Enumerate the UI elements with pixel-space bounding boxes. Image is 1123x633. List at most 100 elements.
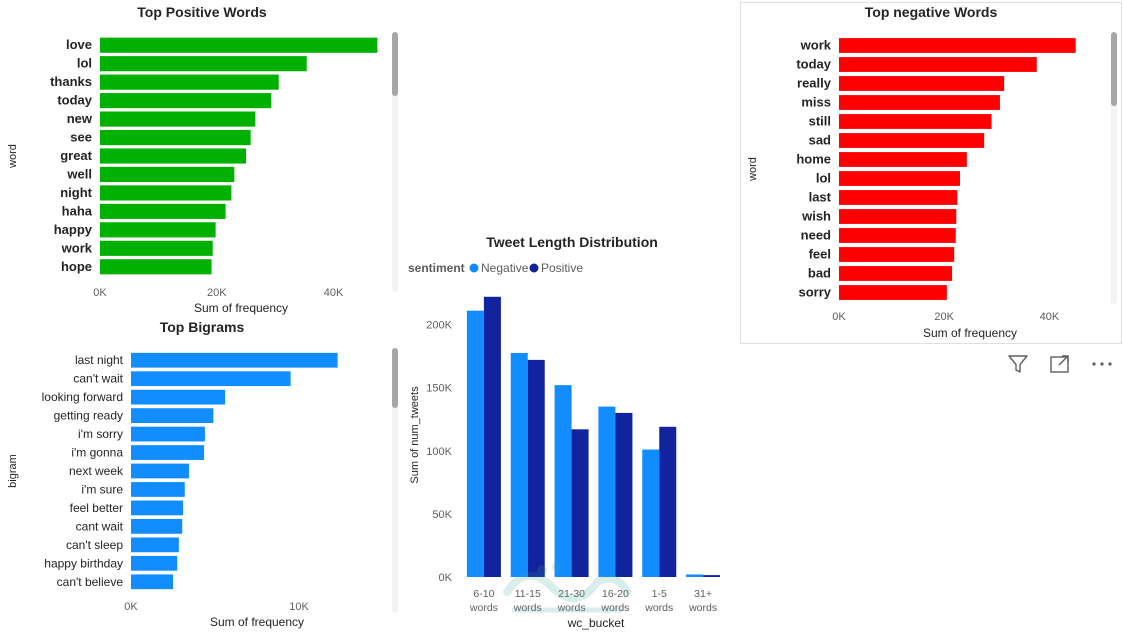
x-tick-label-21-30-words-line2: words <box>557 602 586 614</box>
top-positive-words-svg: Top Positive Words word love lol thanks today… <box>7 4 378 315</box>
x-tick-label-0k: 0K <box>832 311 846 323</box>
bar-home <box>839 152 967 167</box>
category-label-lol: lol <box>77 56 92 71</box>
category-label-today: today <box>57 93 92 108</box>
category-label-night: night <box>60 185 92 200</box>
bar-happy <box>100 222 216 238</box>
positive-words-scroll-thumb[interactable] <box>392 32 398 96</box>
bar-positive-6-10-words <box>483 296 501 577</box>
visual-header <box>1006 352 1118 376</box>
category-label-sorry: sorry <box>798 285 831 300</box>
y-tick-label-100k: 100K <box>426 446 452 458</box>
category-label-last-night: last night <box>75 353 124 367</box>
negative-words-scrollbar[interactable] <box>1111 32 1117 304</box>
bar-i-m-sorry <box>131 426 205 442</box>
x-tick-label-0k: 0K <box>93 287 107 299</box>
legend-title: sentiment <box>408 261 465 275</box>
category-label-work: work <box>61 240 93 255</box>
category-label-i-m-gonna: i'm gonna <box>71 446 123 460</box>
bar-can-t-believe <box>131 574 173 590</box>
bar-today <box>100 93 272 109</box>
x-tick-label-40k: 40K <box>324 287 344 299</box>
category-label-wish: wish <box>801 209 831 224</box>
bigrams-scrollbar[interactable] <box>392 348 398 613</box>
tweet-length-distribution-chart[interactable]: Tweet Length Distribution sentiment Negati… <box>400 225 740 633</box>
x-tick-label-21-30-words-line1: 21-30 <box>558 588 585 600</box>
chart-title: Top Bigrams <box>160 319 245 335</box>
category-label-see: see <box>70 130 92 145</box>
category-label-feel-better: feel better <box>70 501 123 515</box>
focus-mode-icon[interactable] <box>1048 352 1072 376</box>
category-label-great: great <box>60 148 92 163</box>
bar-sad <box>839 133 985 148</box>
top-positive-words-chart[interactable]: Top Positive Words word love lol thanks today… <box>0 0 400 318</box>
category-label-cant-wait: cant wait <box>76 519 124 533</box>
bar-miss <box>839 95 1000 110</box>
bar-really <box>839 76 1005 91</box>
positive-words-scrollbar[interactable] <box>392 32 398 292</box>
legend-marker-negative <box>469 263 479 273</box>
bar-lol <box>839 171 960 186</box>
bar-hope <box>100 259 212 275</box>
x-axis-title: Sum of frequency <box>210 615 304 629</box>
y-tick-label-200k: 200K <box>426 320 452 332</box>
more-options-icon[interactable] <box>1090 352 1114 376</box>
category-label-happy-birthday: happy birthday <box>44 556 123 570</box>
x-axis-title: Sum of frequency <box>194 301 288 315</box>
bar-feel-better <box>131 500 184 516</box>
x-tick-label-10k: 10K <box>289 601 309 613</box>
category-label-feel: feel <box>809 247 831 262</box>
category-label-sad: sad <box>809 133 831 148</box>
category-label-miss: miss <box>801 95 831 110</box>
bar-negative-11-15-words <box>510 352 528 577</box>
bar-see <box>100 129 251 146</box>
x-tick-label-20k: 20K <box>934 311 954 323</box>
negative-words-scroll-thumb[interactable] <box>1111 32 1117 106</box>
bar-negative-31-words <box>686 574 704 577</box>
category-label-today: today <box>796 57 831 72</box>
x-tick-label-20k: 20K <box>207 287 227 299</box>
bar-lol <box>100 56 307 72</box>
top-negative-words-chart[interactable]: Top negative Words word work today really mis… <box>740 0 1123 344</box>
x-tick-label-6-10-words-line2: words <box>469 602 498 614</box>
top-bigrams-chart[interactable]: Top Bigrams bigram last night can't wait loo… <box>0 318 400 633</box>
bar-next-week <box>131 463 189 479</box>
bar-work <box>100 240 213 256</box>
category-label-home: home <box>796 152 831 167</box>
y-axis-title: bigram <box>7 454 19 488</box>
filter-icon[interactable] <box>1006 352 1030 376</box>
category-label-need: need <box>801 228 831 243</box>
category-label-can-t-sleep: can't sleep <box>66 538 123 552</box>
category-label-really: really <box>797 76 832 91</box>
tweet-length-svg: Tweet Length Distribution sentiment Negati… <box>408 234 721 630</box>
bar-last-night <box>131 352 338 368</box>
bar-thanks <box>100 74 279 90</box>
category-label-love: love <box>66 37 92 52</box>
category-label-next-week: next week <box>69 464 124 478</box>
bar-night <box>100 185 232 201</box>
x-tick-label-0k: 0K <box>124 601 138 613</box>
category-label-haha: haha <box>62 203 93 218</box>
bar-i-m-gonna <box>131 445 205 460</box>
bar-positive-21-30-words <box>571 429 589 577</box>
bar-great <box>100 148 246 164</box>
bigrams-scroll-thumb[interactable] <box>392 348 398 408</box>
y-axis-title: Sum of num_tweets <box>409 386 421 484</box>
x-tick-label-1-5-words-line2: words <box>644 602 673 614</box>
bar-can-t-sleep <box>131 537 179 553</box>
x-axis-title: wc_bucket <box>567 616 625 630</box>
bar-negative-1-5-words <box>642 449 660 577</box>
category-label-looking-forward: looking forward <box>42 390 123 404</box>
category-label-work: work <box>800 38 832 53</box>
x-tick-label-16-20-words-line1: 16-20 <box>602 588 629 600</box>
x-tick-label-31-words-line1: 31+ <box>694 588 712 600</box>
chart-title: Top negative Words <box>865 4 998 20</box>
category-label-getting-ready: getting ready <box>54 409 123 423</box>
x-tick-label-31-words-line2: words <box>688 602 717 614</box>
bar-need <box>839 228 956 243</box>
bar-new <box>100 111 256 127</box>
category-label-happy: happy <box>54 222 93 237</box>
bar-i-m-sure <box>131 482 185 497</box>
bar-looking-forward <box>131 389 226 405</box>
top-bigrams-svg: Top Bigrams bigram last night can't wait loo… <box>7 319 338 629</box>
